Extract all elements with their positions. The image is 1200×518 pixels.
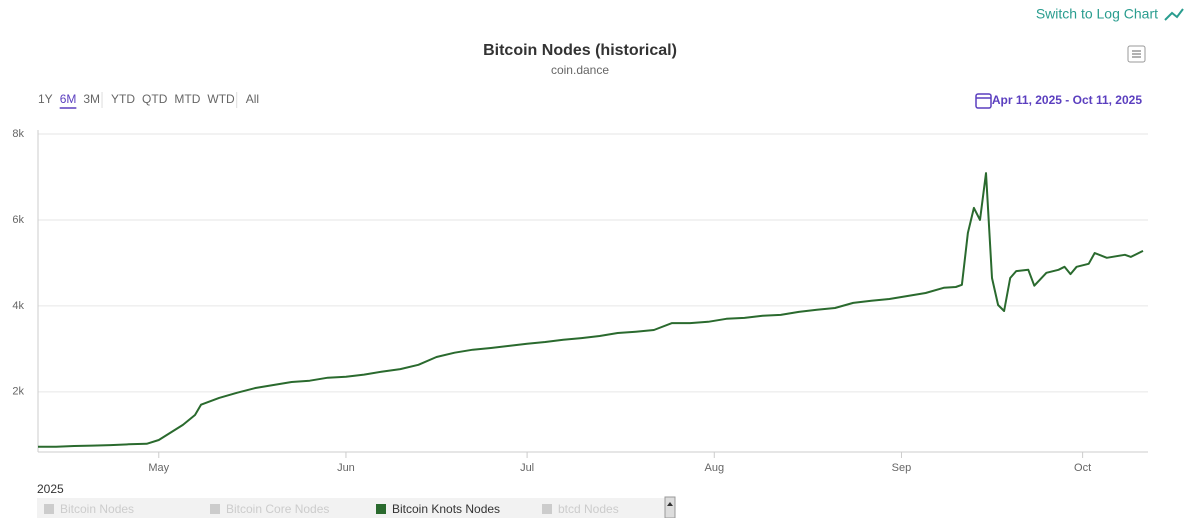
navigator (37, 498, 675, 518)
calendar-icon[interactable] (975, 93, 992, 109)
log-icon[interactable] (1164, 8, 1184, 21)
y-tick-label: 8k (12, 128, 24, 140)
date-range[interactable]: Apr 11, 2025 - Oct 11, 2025 (992, 93, 1142, 107)
series-line (38, 172, 1144, 448)
legend-swatch[interactable] (376, 504, 386, 514)
legend-label[interactable]: Bitcoin Knots Nodes (392, 502, 500, 516)
range-button[interactable]: MTD (174, 92, 200, 106)
y-tick-label: 2k (12, 386, 24, 398)
y-tick-label: 6k (12, 214, 24, 226)
legend-swatch[interactable] (542, 504, 552, 514)
log-switch[interactable]: Switch to Log Chart (1036, 6, 1158, 22)
legend-label[interactable]: Bitcoin Nodes (60, 502, 134, 516)
chart-subtitle: coin.dance (551, 63, 609, 77)
scroll-arrow[interactable] (667, 502, 673, 506)
range-button[interactable]: QTD (142, 92, 168, 106)
chart-title: Bitcoin Nodes (historical) (483, 42, 677, 59)
range-button[interactable]: YTD (111, 92, 135, 106)
range-button[interactable]: 6M (60, 92, 77, 106)
x-tick-label: Oct (1074, 462, 1091, 474)
x-tick-label: Aug (704, 462, 724, 474)
y-tick-label: 4k (12, 300, 24, 312)
x-tick-label: May (148, 462, 169, 474)
range-button[interactable]: 3M (83, 92, 100, 106)
x-axis-label: 2025 (37, 482, 64, 496)
x-tick-label: Sep (892, 462, 912, 474)
legend-swatch[interactable] (44, 504, 54, 514)
range-button[interactable]: WTD (207, 92, 235, 106)
legend-label[interactable]: Bitcoin Core Nodes (226, 502, 329, 516)
x-tick-label: Jun (337, 462, 355, 474)
menu-button[interactable] (1127, 45, 1146, 63)
range-button[interactable]: All (246, 92, 259, 106)
legend-swatch[interactable] (210, 504, 220, 514)
legend-label[interactable]: btcd Nodes (558, 502, 619, 516)
x-tick-label: Jul (520, 462, 534, 474)
range-button[interactable]: 1Y (38, 92, 53, 106)
scrollbar[interactable] (664, 496, 676, 518)
